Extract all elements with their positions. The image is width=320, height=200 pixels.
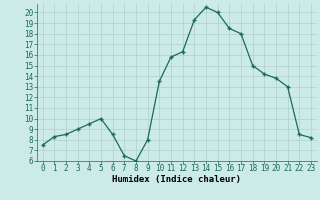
X-axis label: Humidex (Indice chaleur): Humidex (Indice chaleur) <box>112 175 241 184</box>
